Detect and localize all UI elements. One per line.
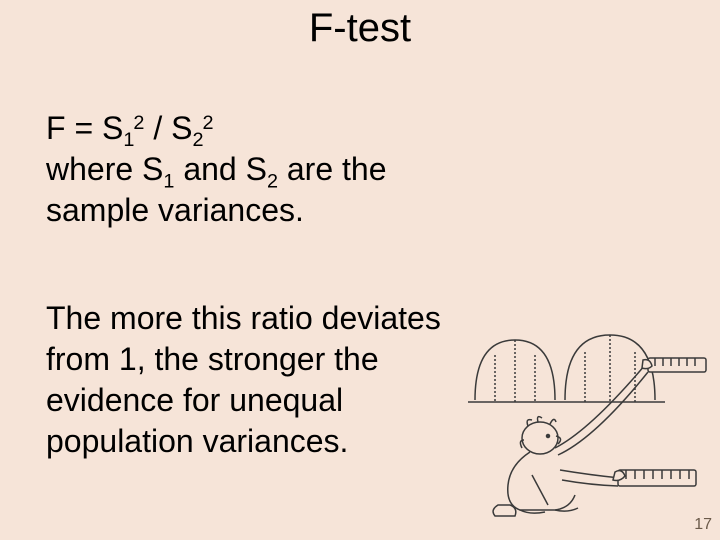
para2-line: The more this ratio deviates <box>46 300 441 336</box>
where-sub: 1 <box>163 170 174 192</box>
body-paragraph-2: The more this ratio deviates from 1, the… <box>46 298 476 462</box>
where-line: where S1 and S2 are the <box>46 151 386 187</box>
sample-variances-text: sample variances. <box>46 192 304 228</box>
slide-title: F-test <box>0 6 720 51</box>
para2-line: from 1, the stronger the <box>46 341 379 377</box>
formula-sub: 2 <box>192 129 203 151</box>
formula-text: / S <box>144 110 192 146</box>
formula-sup: 2 <box>203 112 214 134</box>
where-text: are the <box>278 151 387 187</box>
formula-s2: 22 <box>192 108 213 149</box>
para2-line: population variances. <box>46 423 348 459</box>
formula-text: F = S <box>46 110 123 146</box>
body-paragraph-1: F = S12 / S22 where S1 and S2 are the sa… <box>46 108 606 231</box>
page-number: 17 <box>694 516 712 534</box>
cartoon-svg <box>460 310 710 520</box>
where-sub: 2 <box>267 170 278 192</box>
para2-line: evidence for unequal <box>46 382 343 418</box>
formula-line: F = S12 / S22 <box>46 110 214 146</box>
formula-sup: 2 <box>133 112 144 134</box>
slide: F-test F = S12 / S22 where S1 and S2 are… <box>0 0 720 540</box>
where-text: where S <box>46 151 163 187</box>
where-text: and S <box>174 151 267 187</box>
formula-s1: 12 <box>123 108 144 149</box>
cartoon-illustration <box>460 310 710 520</box>
